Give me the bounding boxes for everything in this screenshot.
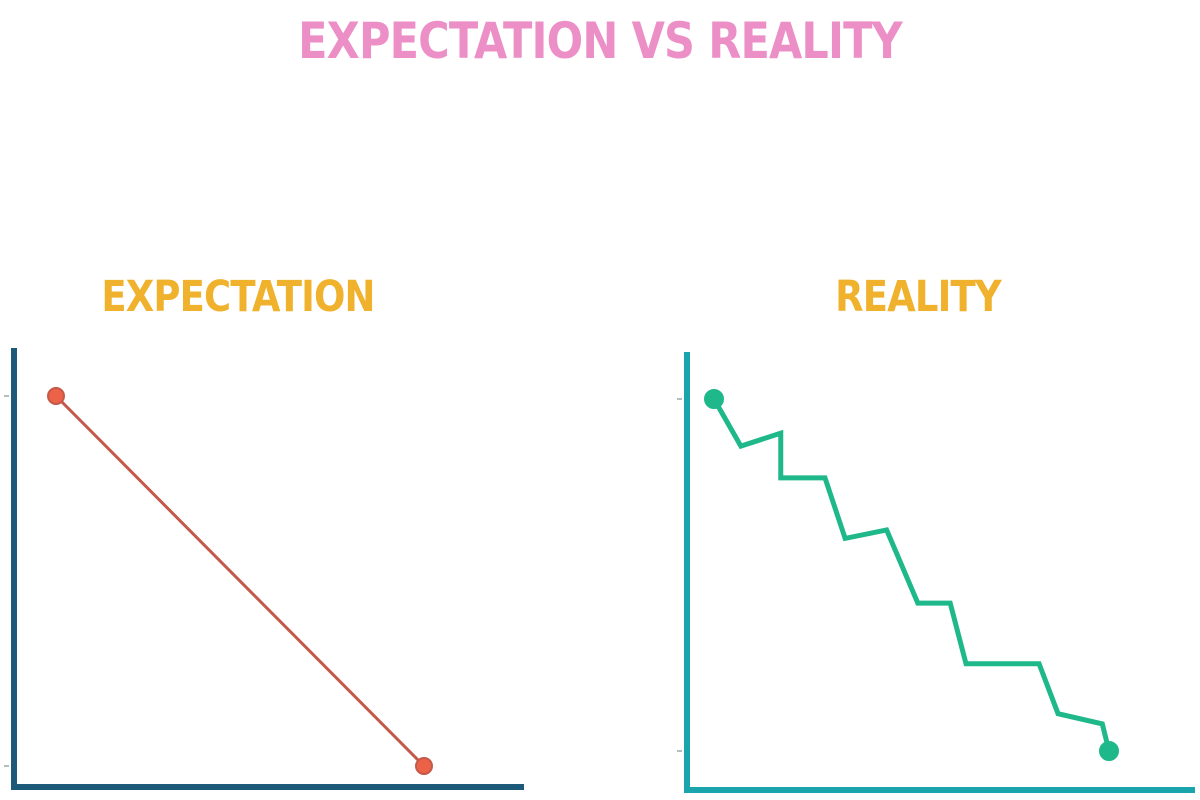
reality-end-point — [1099, 741, 1119, 761]
reality-title: REALITY — [835, 272, 1002, 322]
expectation-series-line — [54, 394, 426, 768]
expectation-chart — [4, 348, 524, 790]
reality-series-line — [711, 396, 1112, 754]
reality-start-point — [704, 389, 724, 409]
expectation-start-point — [47, 387, 65, 405]
main-title: EXPECTATION VS REALITY — [298, 12, 903, 70]
expectation-end-point — [415, 757, 433, 775]
expectation-title: EXPECTATION — [101, 272, 375, 322]
reality-chart — [677, 352, 1195, 793]
